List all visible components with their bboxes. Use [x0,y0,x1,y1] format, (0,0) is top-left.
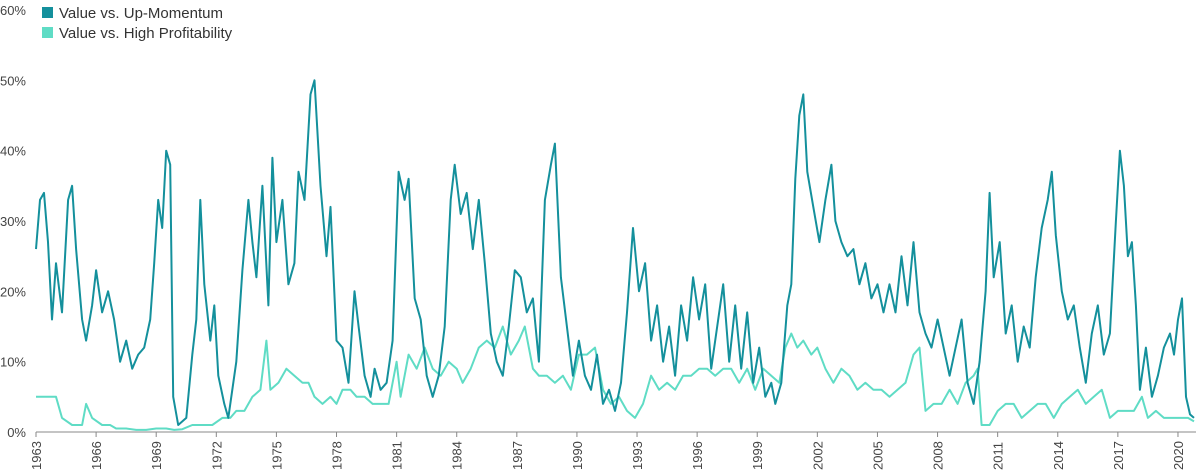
x-tick-label: 2017 [1111,441,1126,470]
x-tick-label: 2014 [1051,441,1066,470]
x-tick-label: 1969 [149,441,164,470]
series-line-value-vs-up-momentum [35,79,1195,426]
x-tick-label: 2020 [1171,441,1186,470]
x-tick-label: 1993 [630,441,645,470]
x-tick-label: 2008 [931,441,946,470]
x-tick-label: 1975 [269,441,284,470]
legend-swatch [42,27,53,38]
x-tick-label: 1999 [750,441,765,470]
x-tick-label: 1987 [510,441,525,470]
legend-label: Value vs. Up-Momentum [59,5,223,22]
x-tick-label: 1966 [89,441,104,470]
x-tick-label: 1963 [29,441,44,470]
y-tick-label: 0% [7,425,26,440]
legend: Value vs. Up-Momentum Value vs. High Prof… [42,5,233,42]
x-tick-label: 1981 [390,441,405,470]
series-line-value-vs-high-profitability [36,325,1195,431]
x-tick-label: 1990 [570,441,585,470]
x-tick-label: 2005 [870,441,885,470]
y-tick-label: 10% [0,355,26,370]
x-tick-label: 1996 [690,441,705,470]
x-tick-label: 1978 [330,441,345,470]
y-tick-label: 30% [0,214,26,229]
x-tick-label: 1972 [209,441,224,470]
legend-label: Value vs. High Profitability [59,25,233,42]
x-tick-label: 2011 [991,442,1006,470]
x-tick-label: 1984 [450,441,465,470]
y-tick-label: 20% [0,284,26,299]
y-tick-label: 40% [0,144,26,159]
y-tick-label: 60% [0,3,26,18]
y-axis: 0% 10% 20% 30% 40% 50% 60% [0,3,26,440]
legend-swatch [42,7,53,18]
x-tick-label: 2002 [810,441,825,470]
x-axis: 1963 1966 1969 1972 1975 1978 1981 1984 1987 1990… [29,431,1196,470]
series-layer [35,79,1195,431]
y-tick-label: 50% [0,73,26,88]
